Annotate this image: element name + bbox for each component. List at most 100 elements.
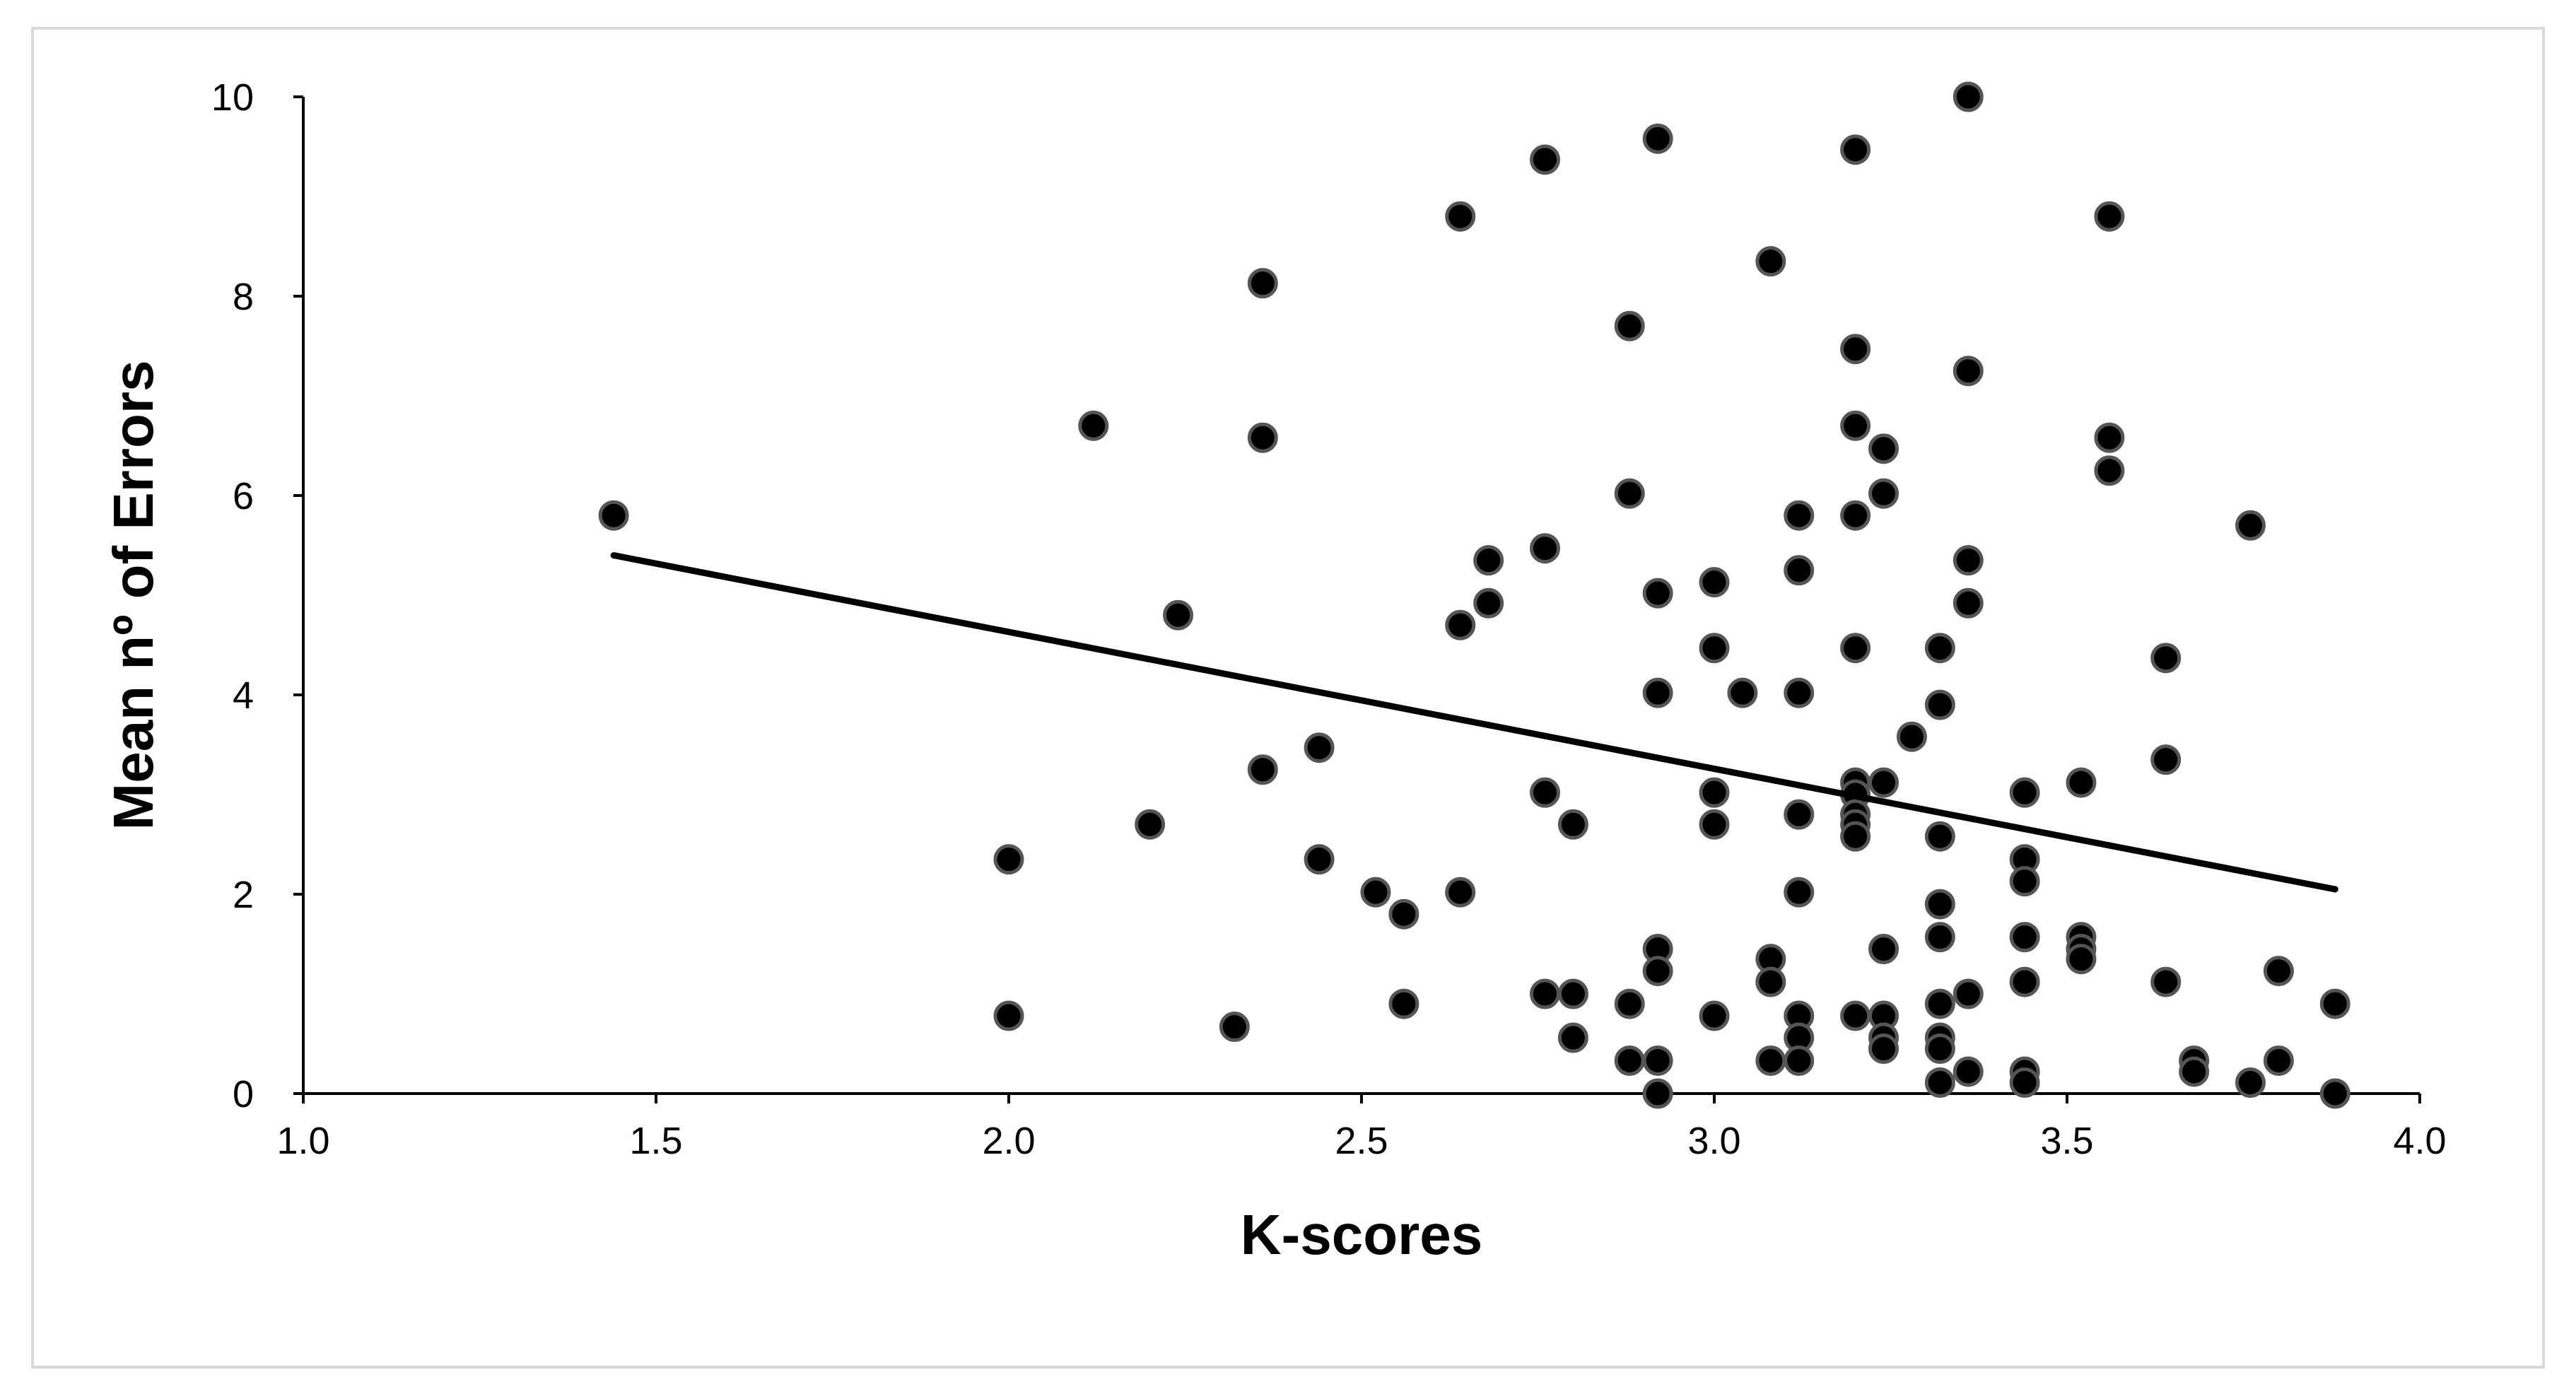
x-tick-label: 3.5 [2040, 1120, 2093, 1162]
x-tick-label: 2.5 [1335, 1120, 1388, 1162]
data-point [1699, 633, 1730, 664]
data-point [1755, 1045, 1786, 1076]
data-point [1840, 821, 1871, 852]
data-point [2319, 1078, 2350, 1109]
data-point [1445, 877, 1476, 908]
data-point [993, 1000, 1024, 1031]
data-point [1557, 978, 1588, 1009]
data-point [1642, 123, 1673, 154]
data-point [1727, 677, 1758, 708]
data-point [2094, 201, 2125, 232]
data-point [1445, 201, 1476, 232]
data-point [1755, 966, 1786, 997]
data-point [1135, 809, 1166, 840]
y-axis-title: Mean nº of Errors [102, 361, 165, 831]
data-point [1219, 1012, 1250, 1043]
data-point [1784, 799, 1815, 830]
data-point [1614, 988, 1645, 1019]
data-point [1699, 809, 1730, 840]
data-points [598, 81, 2350, 1109]
data-point [1868, 433, 1899, 464]
data-point [2235, 1067, 2266, 1098]
data-point [1924, 922, 1955, 953]
data-point [1699, 777, 1730, 808]
data-point [1868, 1033, 1899, 1065]
data-point [1924, 1067, 1955, 1098]
data-point [1163, 599, 1194, 631]
data-point [1840, 134, 1871, 165]
data-point [2066, 944, 2097, 975]
data-point [1614, 310, 1645, 341]
data-point [1247, 422, 1278, 453]
data-point [1953, 81, 1984, 112]
y-tick-label: 8 [233, 276, 254, 318]
data-point [2009, 866, 2040, 897]
data-point [1840, 1000, 1871, 1031]
data-point [1784, 555, 1815, 586]
data-point [1953, 356, 1984, 387]
data-point [1784, 1045, 1815, 1076]
data-point [993, 844, 1024, 875]
data-point [2319, 988, 2350, 1019]
data-point [1953, 545, 1984, 576]
x-tick-label: 3.0 [1687, 1120, 1740, 1162]
data-point [1642, 578, 1673, 609]
data-point [1304, 732, 1335, 763]
data-point [1840, 633, 1871, 664]
data-point [1529, 533, 1560, 564]
axes: 0 2 4 6 8 10 1.0 1.5 2.0 2.5 3.0 3.5 4.0 [211, 76, 2447, 1162]
data-point [1529, 777, 1560, 808]
data-point [2179, 1056, 2210, 1087]
data-point [1388, 898, 1419, 930]
data-point [1642, 1045, 1673, 1076]
data-point [2094, 422, 2125, 453]
chart-frame: 0 2 4 6 8 10 1.0 1.5 2.0 2.5 3.0 3.5 4.0 K-scores Me… [31, 27, 2545, 1369]
trendline-group [610, 552, 2338, 893]
data-point [1953, 587, 1984, 619]
data-point [1445, 609, 1476, 640]
data-point [1868, 478, 1899, 509]
x-tick-label: 1.5 [629, 1120, 682, 1162]
data-point [1924, 633, 1955, 664]
data-point [2009, 922, 2040, 953]
data-point [1924, 689, 1955, 720]
data-point [2263, 1045, 2294, 1076]
data-point [2150, 744, 2182, 775]
y-tick-label: 0 [233, 1073, 254, 1115]
data-point [1840, 410, 1871, 441]
y-tick-label: 2 [233, 874, 254, 916]
data-point [1784, 877, 1815, 908]
data-point [1557, 809, 1588, 840]
data-point [1896, 721, 1927, 752]
data-point [1784, 500, 1815, 531]
data-point [1924, 821, 1955, 852]
data-point [1642, 956, 1673, 987]
data-point [1388, 988, 1419, 1019]
data-point [1840, 334, 1871, 365]
x-tick-label: 4.0 [2393, 1120, 2446, 1162]
data-point [2263, 956, 2294, 987]
data-point [1078, 410, 1109, 441]
data-point [2235, 510, 2266, 541]
data-point [2009, 966, 2040, 997]
data-point [598, 500, 629, 531]
data-point [2009, 777, 2040, 808]
data-point [1304, 844, 1335, 875]
data-point [1642, 677, 1673, 708]
data-point [1924, 889, 1955, 920]
scatter-chart: 0 2 4 6 8 10 1.0 1.5 2.0 2.5 3.0 3.5 4.0 K-scores Me… [102, 76, 2447, 1266]
data-point [1784, 677, 1815, 708]
data-point [1557, 1022, 1588, 1053]
data-point [1868, 934, 1899, 965]
data-point [1699, 567, 1730, 598]
data-point [1699, 1000, 1730, 1031]
x-axis-title: K-scores [1241, 1203, 1482, 1266]
y-tick-label: 6 [233, 475, 254, 517]
data-point [1614, 478, 1645, 509]
data-point [2150, 966, 2182, 997]
data-point [1924, 1033, 1955, 1065]
data-point [1840, 500, 1871, 531]
data-point [1868, 767, 1899, 798]
trendline [610, 552, 2338, 893]
data-point [1924, 988, 1955, 1019]
